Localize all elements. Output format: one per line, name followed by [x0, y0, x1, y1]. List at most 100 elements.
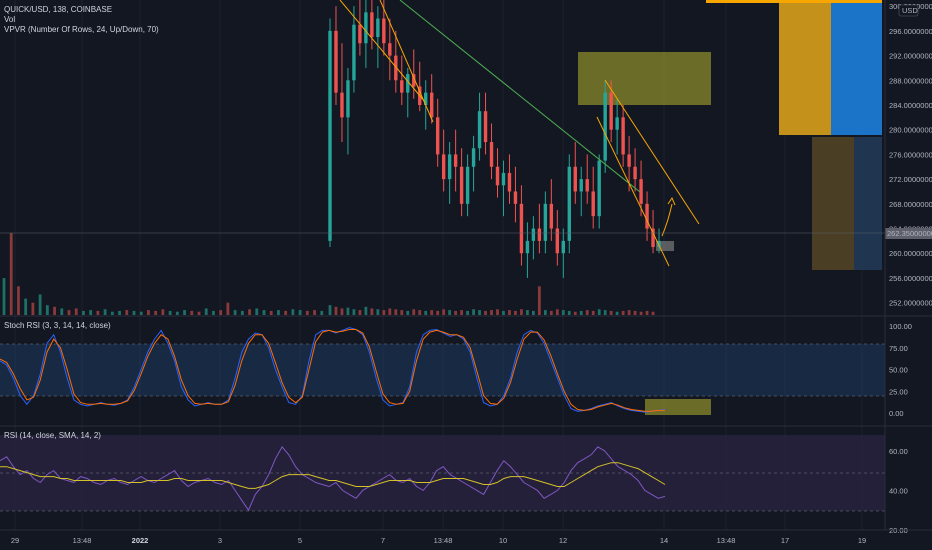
volume-bar [418, 310, 422, 315]
candle-body [519, 203, 524, 254]
price-tick-label: 296.00000000 [889, 27, 932, 36]
volume-bar [472, 309, 475, 315]
volume-bar [139, 311, 143, 315]
stoch-axis: 100.00 75.00 50.00 25.00 0.00 [889, 322, 912, 418]
volume-bar [406, 310, 410, 315]
volume-bar [561, 310, 565, 315]
candle-body [453, 154, 458, 167]
volume-bar [204, 308, 208, 315]
candle-body [531, 228, 536, 241]
time-tick-label: 3 [218, 536, 222, 545]
rsi-band [0, 435, 885, 511]
stoch-rsi-label[interactable]: Stoch RSI (3, 3, 14, 14, close) [4, 321, 111, 330]
volume-bar [60, 308, 64, 315]
volume-bar [352, 309, 356, 315]
volume-bar [291, 309, 295, 315]
price-tick-label: 280.00000000 [889, 126, 932, 135]
candle-body [495, 166, 500, 186]
symbol-line[interactable]: QUICK/USD, 138, COINBASE [4, 5, 113, 14]
volume-bar [633, 310, 637, 315]
stoch-tick-label: 25.00 [889, 387, 908, 396]
candle-body [483, 111, 488, 143]
time-tick-label: 29 [11, 536, 19, 545]
vpvr-label[interactable]: VPVR (Number Of Rows, 24, Up/Down, 70) [4, 25, 159, 34]
volume-bar [526, 310, 529, 315]
symbol-legend[interactable]: QUICK/USD, 138, COINBASE Vol VPVR (Numbe… [4, 5, 159, 35]
candle-body [645, 203, 649, 229]
time-tick-label: 2022 [132, 536, 149, 545]
price-tick-label: 252.00000000 [889, 299, 932, 308]
supply-zone-box [578, 52, 711, 105]
projection-arrow [661, 203, 673, 237]
volume-bar [240, 310, 244, 315]
volume-bar [248, 309, 251, 315]
volume-bar [328, 305, 332, 315]
time-tick-label: 12 [559, 536, 567, 545]
price-tick-label: 268.00000000 [889, 200, 932, 209]
candle-body [633, 166, 637, 180]
volume-bar [400, 310, 404, 315]
volume-bar [454, 310, 458, 315]
volume-bar [168, 310, 172, 315]
current-price-label: 262.35000000 [887, 229, 932, 238]
candle-body [465, 166, 470, 204]
volume-bar [549, 310, 553, 315]
candle-body [376, 18, 380, 38]
volume-bar [370, 308, 374, 315]
volume-series [2, 233, 655, 315]
current-price-tag [885, 228, 932, 239]
vpvr-bar-up [706, 0, 882, 3]
volume-bar [125, 310, 129, 315]
volume-bar [460, 310, 464, 315]
price-tick-label: 288.00000000 [889, 76, 932, 85]
candle-body [585, 179, 589, 192]
volume-bar [621, 310, 625, 315]
volume-bar [269, 310, 273, 315]
time-tick-label: 13:48 [434, 536, 453, 545]
candle-body [424, 92, 428, 105]
rsi-label[interactable]: RSI (14, close, SMA, 14, 2) [4, 431, 101, 440]
volume-bar [313, 310, 316, 315]
vpvr-bar-down [854, 137, 882, 270]
vol-label[interactable]: Vol [4, 15, 16, 24]
candle-body [435, 117, 440, 155]
candle-body [358, 24, 362, 44]
volume-bar [376, 309, 380, 315]
candle-body [459, 166, 464, 204]
channel-line-upper-2 [604, 79, 700, 225]
volume-bar [531, 310, 535, 315]
volume-bar [478, 310, 481, 315]
volume-bar [615, 311, 619, 315]
stoch-tick-label: 100.00 [889, 322, 912, 331]
price-tick-label: 256.00000000 [889, 274, 932, 283]
target-zone-box [656, 241, 674, 251]
candle-body [382, 18, 386, 44]
candle-body [543, 203, 548, 241]
volume-bar [496, 309, 499, 315]
volume-bar [82, 310, 85, 315]
candle-body [651, 228, 655, 248]
stoch-tick-label: 0.00 [889, 409, 904, 418]
time-tick-label: 7 [381, 536, 385, 545]
volume-bar [555, 309, 559, 315]
price-tick-label: 276.00000000 [889, 150, 932, 159]
volume-bar [89, 310, 93, 315]
candle-body [507, 172, 512, 192]
volume-bar [448, 310, 452, 315]
candle-body [352, 24, 356, 81]
volume-bar [567, 310, 571, 315]
time-axis[interactable]: 29 13:48 2022 3 5 7 13:48 10 12 14 13:48 17 19 [11, 536, 866, 545]
candle-body [429, 92, 434, 118]
volume-bar [358, 310, 362, 315]
volume-bar [305, 310, 309, 315]
candle-body [412, 74, 416, 87]
currency-badge-label: USD [902, 6, 918, 15]
volume-bar [334, 306, 338, 315]
rsi-ma-line [0, 462, 666, 489]
candle-body [555, 228, 560, 254]
candle-body [471, 148, 476, 167]
currency-badge[interactable] [898, 4, 919, 17]
candle-body [573, 166, 577, 192]
volume-bar [364, 306, 368, 315]
